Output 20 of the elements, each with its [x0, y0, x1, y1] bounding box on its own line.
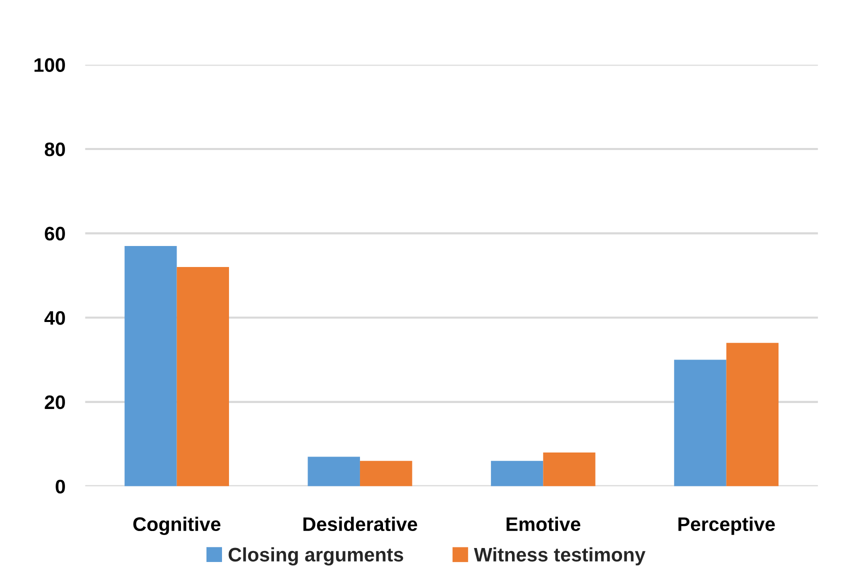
y-tick-label: 40: [44, 311, 65, 325]
y-tick-label: 0: [56, 480, 65, 494]
x-tick-label: Perceptive: [678, 516, 775, 535]
y-tick-label: 60: [44, 226, 65, 241]
bar: [726, 342, 779, 486]
bar: [674, 360, 726, 486]
bar: [543, 452, 596, 486]
x-tick-label: Desiderative: [303, 516, 418, 532]
legend-label: Closing arguments: [228, 547, 404, 566]
x-tick-label: Emotive: [506, 516, 580, 532]
bar: [176, 267, 229, 486]
bar: [124, 246, 177, 486]
y-tick-label: 100: [34, 58, 65, 72]
bar: [490, 460, 544, 486]
y-tick-label: 20: [44, 395, 65, 410]
bar: [360, 460, 412, 486]
bar: [308, 456, 360, 486]
y-tick-label: 80: [44, 142, 65, 156]
legend-label: Witness testimony: [474, 547, 646, 566]
x-tick-label: Cognitive: [133, 516, 220, 535]
